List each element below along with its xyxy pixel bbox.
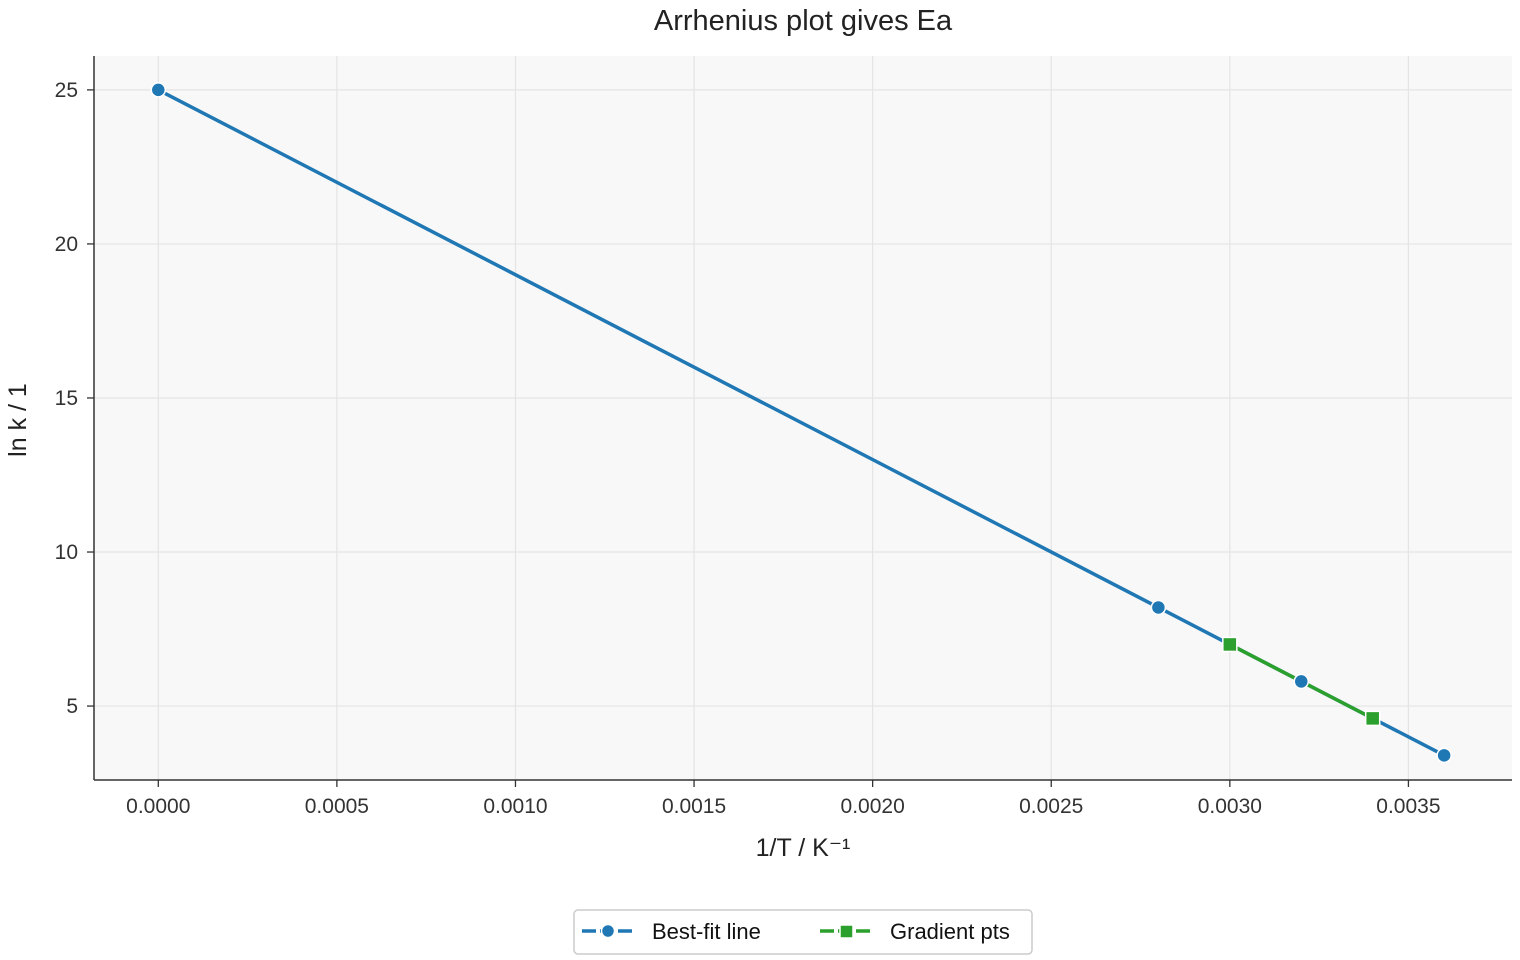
y-tick-label: 10	[55, 541, 78, 564]
legend[interactable]: Best-fit line Gradient pts	[573, 909, 1033, 955]
legend-label-best-fit: Best-fit line	[652, 919, 761, 944]
x-tick-label: 0.0015	[662, 795, 726, 818]
x-gridlines	[157, 56, 1410, 780]
legend-label-gradient-pts: Gradient pts	[890, 919, 1010, 944]
data-point-best-fit-line-2[interactable]	[1293, 673, 1310, 690]
x-tick-label: 0.0005	[305, 795, 369, 818]
legend-entry-best-fit[interactable]: Best-fit line	[582, 919, 761, 944]
y-gridlines	[94, 89, 1512, 707]
x-tick-label: 0.0035	[1376, 795, 1440, 818]
y-axis-label: ln k / 1	[4, 383, 32, 457]
x-tick-label: 0.0025	[1019, 795, 1083, 818]
y-tick-label: 5	[66, 695, 78, 718]
x-tick-label: 0.0030	[1198, 795, 1262, 818]
data-point-best-fit-line-3[interactable]	[1436, 747, 1452, 764]
y-tick-label: 15	[55, 387, 78, 410]
x-axis-label: 1/T / K⁻¹	[756, 834, 851, 862]
data-point-gradient-pts-0[interactable]	[1222, 636, 1238, 653]
series-layer	[150, 82, 1452, 764]
y-tick-label: 20	[55, 233, 78, 256]
data-point-gradient-pts-1[interactable]	[1364, 710, 1381, 727]
y-ticks: 5 10 15 20 25	[55, 79, 94, 718]
data-point-best-fit-line-1[interactable]	[1150, 599, 1167, 616]
legend-box	[573, 909, 1033, 955]
chart-title: Arrhenius plot gives Ea	[654, 5, 953, 37]
x-tick-label: 0.0020	[841, 795, 905, 818]
x-tick-label: 0.0000	[126, 795, 190, 818]
legend-swatch-best-fit-marker	[600, 923, 616, 939]
data-point-best-fit-line-0[interactable]	[150, 82, 167, 98]
y-tick-label: 25	[55, 79, 78, 102]
legend-entry-gradient-pts[interactable]: Gradient pts	[820, 919, 1010, 944]
x-tick-label: 0.0010	[483, 795, 547, 818]
x-ticks: 0.0000 0.0005 0.0010 0.0015 0.0020 0.0025 0.00…	[126, 780, 1441, 818]
legend-swatch-gradient-marker	[839, 924, 854, 939]
plot-background	[94, 56, 1512, 780]
